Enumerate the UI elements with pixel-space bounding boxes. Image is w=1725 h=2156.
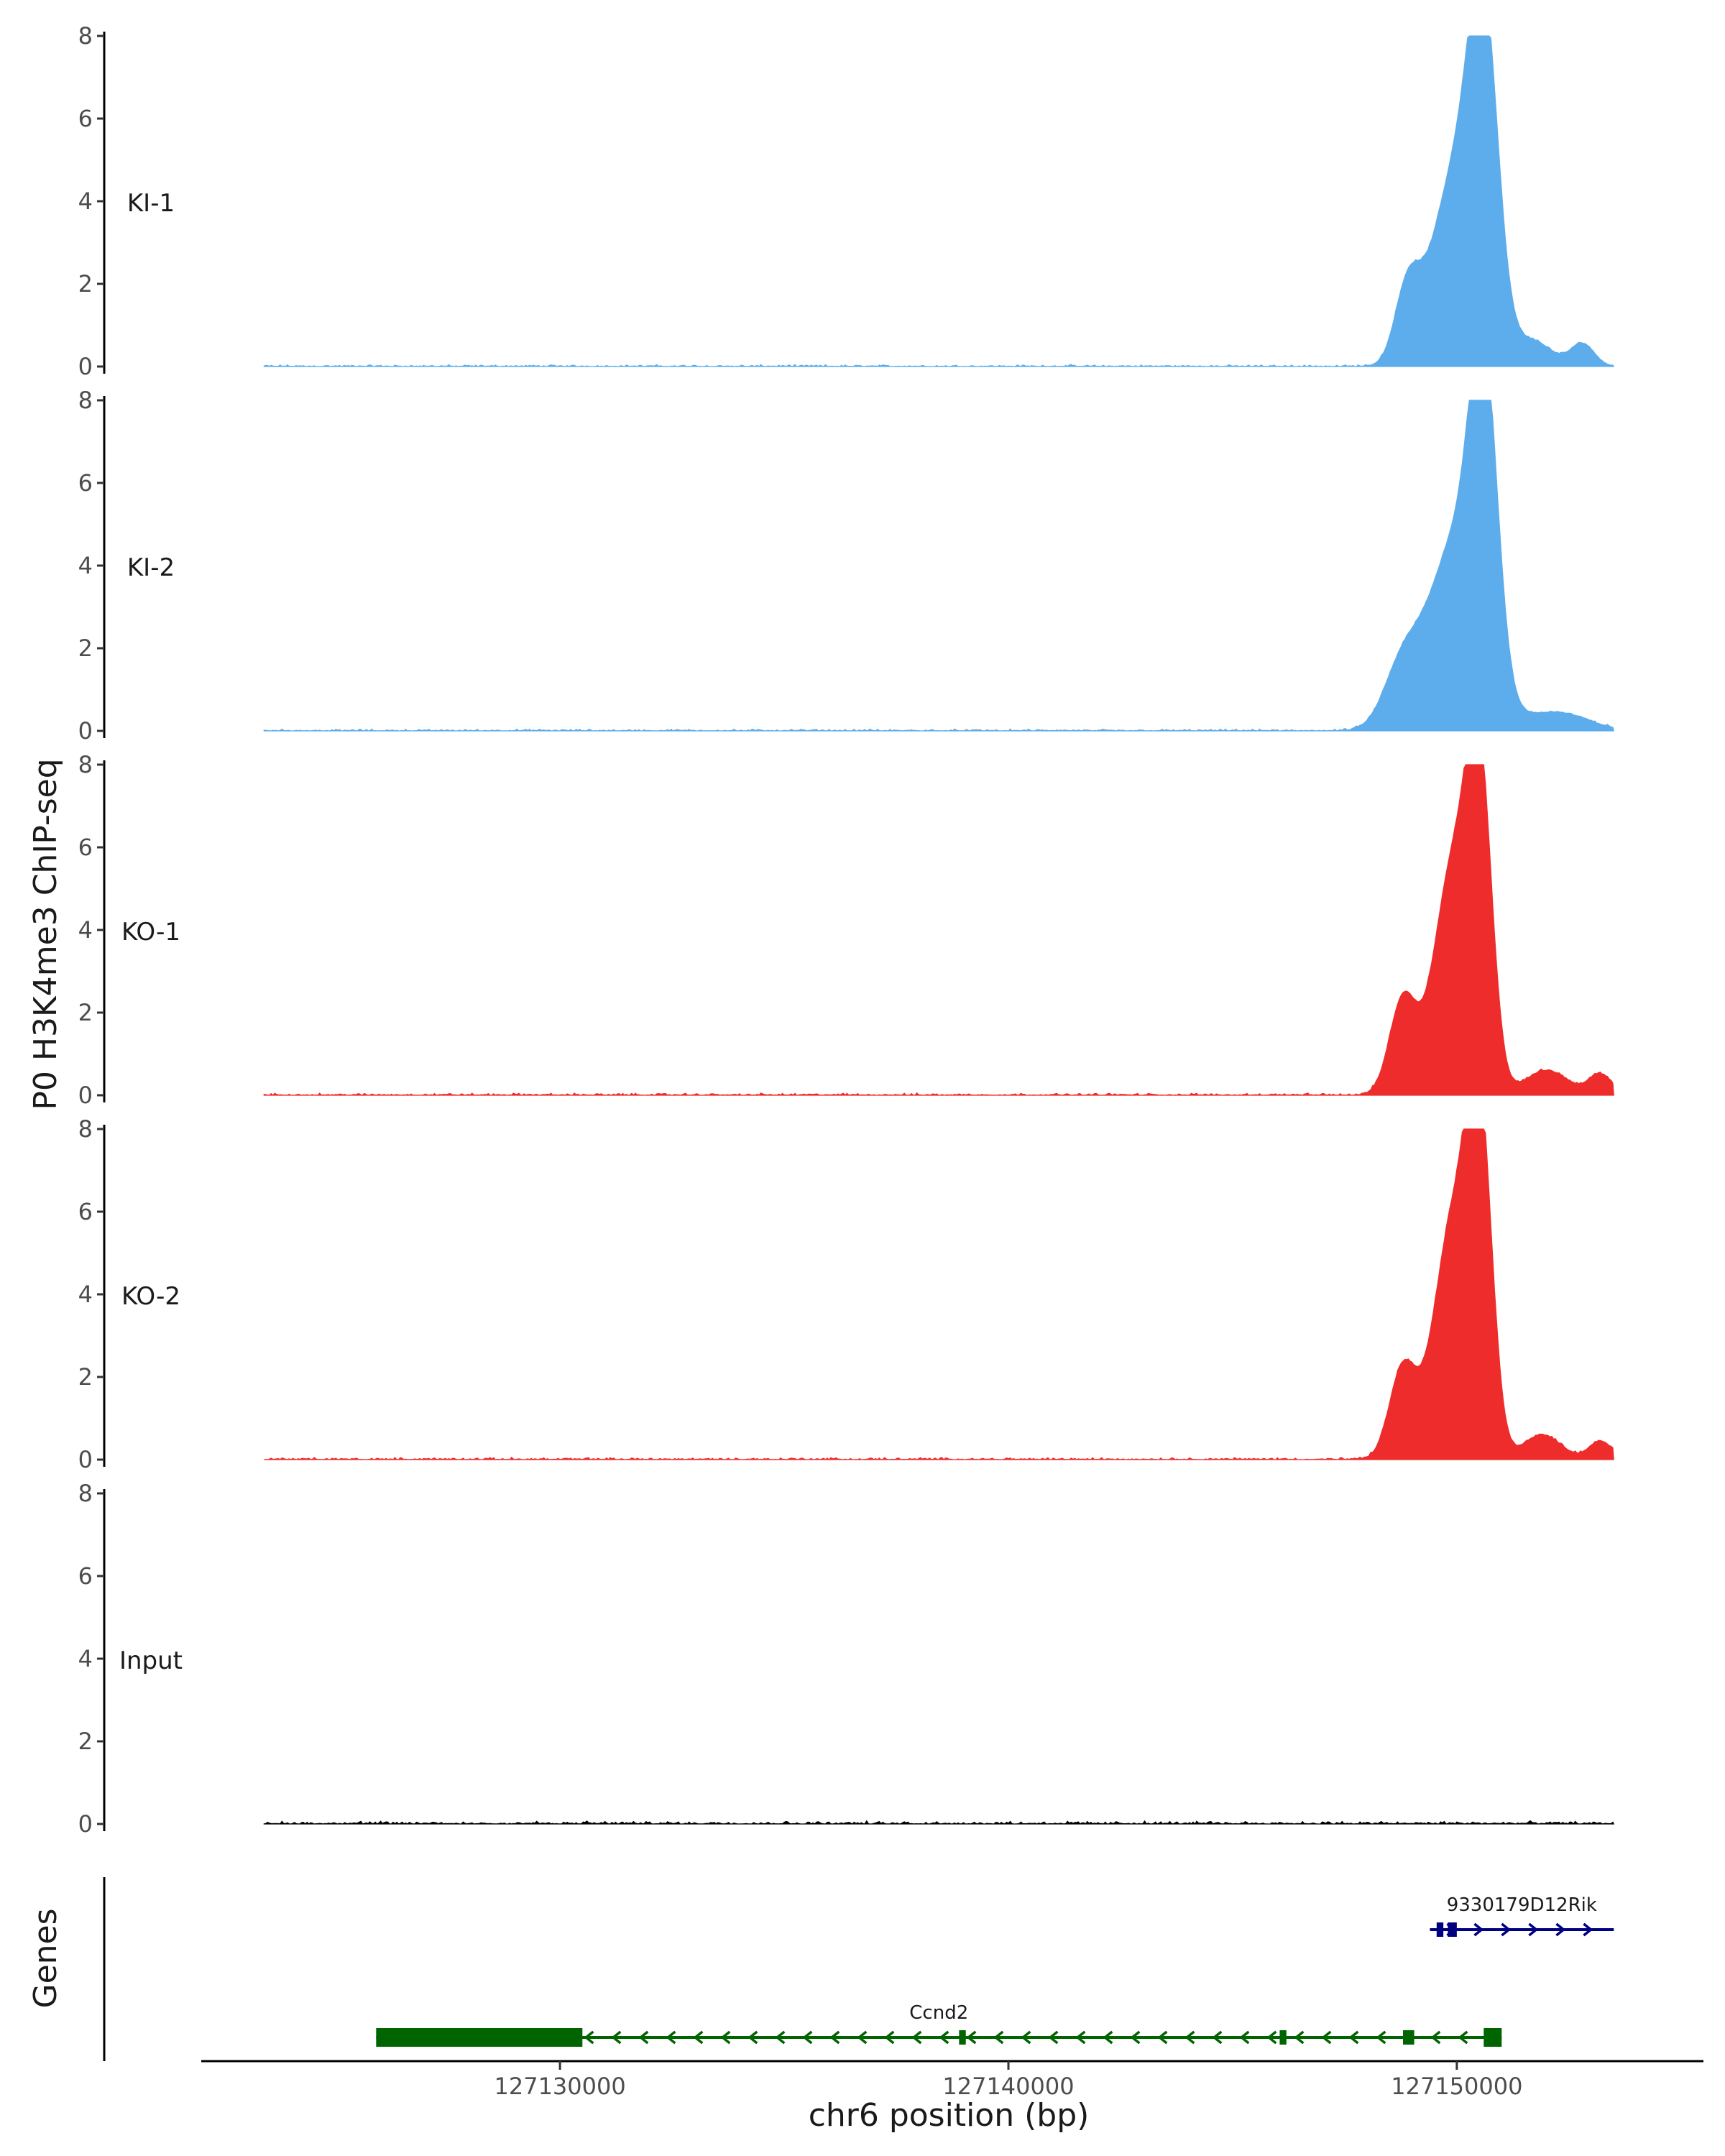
strand-arrow [1157,2030,1168,2045]
strand-arrow [1528,1922,1539,1937]
strand-arrow [802,2030,813,2045]
strand-arrow [1348,2030,1359,2045]
y-tick-label: 4 [78,188,93,215]
y-tick-label: 6 [78,469,93,497]
y-tick-label: 6 [78,1198,93,1225]
strand-arrow [1555,1922,1566,1937]
strand-arrow [1473,1922,1484,1937]
gene-name: Ccnd2 [909,2002,968,2024]
track-input: 0 2 4 6 8 Input [78,1480,1615,1838]
track-ki-2: 0 2 4 6 8 KI-2 [78,387,1614,745]
x-axis: 127130000 127140000 127150000 [201,2060,1703,2100]
gene-exon [959,2030,966,2045]
track-label: KO-1 [121,918,180,946]
y-tick-label: 6 [78,834,93,861]
strand-arrow [857,2030,868,2045]
strand-arrow [1103,2030,1113,2045]
x-axis-title: chr6 position (bp) [809,2097,1090,2134]
y-tick-label: 8 [78,22,93,50]
gene-exon [1436,1922,1444,1937]
strand-arrow [638,2030,649,2045]
strand-arrow [666,2030,676,2045]
strand-arrow [1130,2030,1141,2045]
strand-arrow [1239,2030,1250,2045]
gene-exon [1279,2030,1287,2045]
y-tick-label: 6 [78,105,93,132]
gene-9330179d12rik: 9330179D12Rik [1430,1894,1614,1937]
x-tick-label: 127130000 [494,2073,625,2100]
strand-arrow [911,2030,922,2045]
strand-arrow [829,2030,840,2045]
strand-arrow [693,2030,704,2045]
strand-arrow [1184,2030,1195,2045]
strand-arrow [611,2030,622,2045]
coverage-area [263,1820,1615,1825]
track-label: KI-2 [127,553,175,582]
y-tick-label: 0 [78,717,93,745]
track-label: Input [119,1646,183,1675]
y-tick-label: 8 [78,1115,93,1143]
y-tick-label: 6 [78,1562,93,1590]
y-tick-label: 0 [78,1446,93,1473]
gene-exon [1484,2028,1502,2047]
strand-arrow [584,2030,594,2045]
gene-exon [1403,2030,1414,2045]
strand-arrow [775,2030,786,2045]
strand-arrow [720,2030,731,2045]
x-tick-label: 127140000 [942,2073,1074,2100]
y-tick-label: 4 [78,552,93,579]
coverage-area [264,1128,1614,1460]
y-tick-label: 2 [78,999,93,1026]
coverage-tracks: 0 2 4 6 8 KI-1 0 2 4 6 8 KI-2 0 2 4 6 8 KO-1 0 2 4 6 8 KO-2 0 2 4 6… [78,22,1615,1838]
gene-track: Ccnd2 9330179D12Rik [103,1877,1614,2061]
coverage-area [263,400,1614,732]
strand-arrow [1458,2030,1468,2045]
track-ko-1: 0 2 4 6 8 KO-1 [78,751,1614,1109]
y-tick-label: 4 [78,1281,93,1308]
strand-arrow [1048,2030,1059,2045]
strand-arrow [1212,2030,1223,2045]
strand-arrow [1021,2030,1031,2045]
track-label: KO-2 [121,1282,180,1311]
track-ko-2: 0 2 4 6 8 KO-2 [78,1115,1614,1473]
coverage-area [263,35,1615,367]
strand-arrow [1430,2030,1441,2045]
strand-arrow [1583,1922,1593,1937]
y-tick-label: 2 [78,1728,93,1755]
strand-arrow [748,2030,758,2045]
strand-arrow [993,2030,1004,2045]
strand-arrow [1294,2030,1305,2045]
y-tick-label: 2 [78,635,93,662]
gene-exon [376,2028,583,2047]
strand-arrow [1075,2030,1086,2045]
track-label: KI-1 [127,189,175,218]
track-ki-1: 0 2 4 6 8 KI-1 [78,22,1615,380]
y-tick-label: 4 [78,916,93,944]
y-tick-label: 8 [78,751,93,778]
y-tick-label: 8 [78,1480,93,1507]
strand-arrow [939,2030,949,2045]
y-tick-label: 2 [78,270,93,298]
strand-arrow [1266,2030,1277,2045]
strand-arrow [1501,1922,1512,1937]
strand-arrow [884,2030,895,2045]
gene-ccnd2: Ccnd2 [376,2002,1502,2047]
y-tick-label: 0 [78,1082,93,1109]
y-tick-label: 8 [78,387,93,414]
y-axis-title: P0 H3K4me3 ChIP-seq [27,758,64,1110]
y-tick-label: 2 [78,1363,93,1391]
coverage-area [263,764,1614,1096]
strand-arrow [1321,2030,1332,2045]
strand-arrow [966,2030,977,2045]
strand-arrow [1376,2030,1386,2045]
x-tick-label: 127150000 [1391,2073,1522,2100]
y-tick-label: 0 [78,353,93,380]
gene-name: 9330179D12Rik [1447,1894,1597,1916]
y-tick-label: 0 [78,1810,93,1838]
gene-exon [1448,1922,1457,1937]
y-tick-label: 4 [78,1645,93,1672]
genes-axis-title: Genes [27,1908,64,2008]
